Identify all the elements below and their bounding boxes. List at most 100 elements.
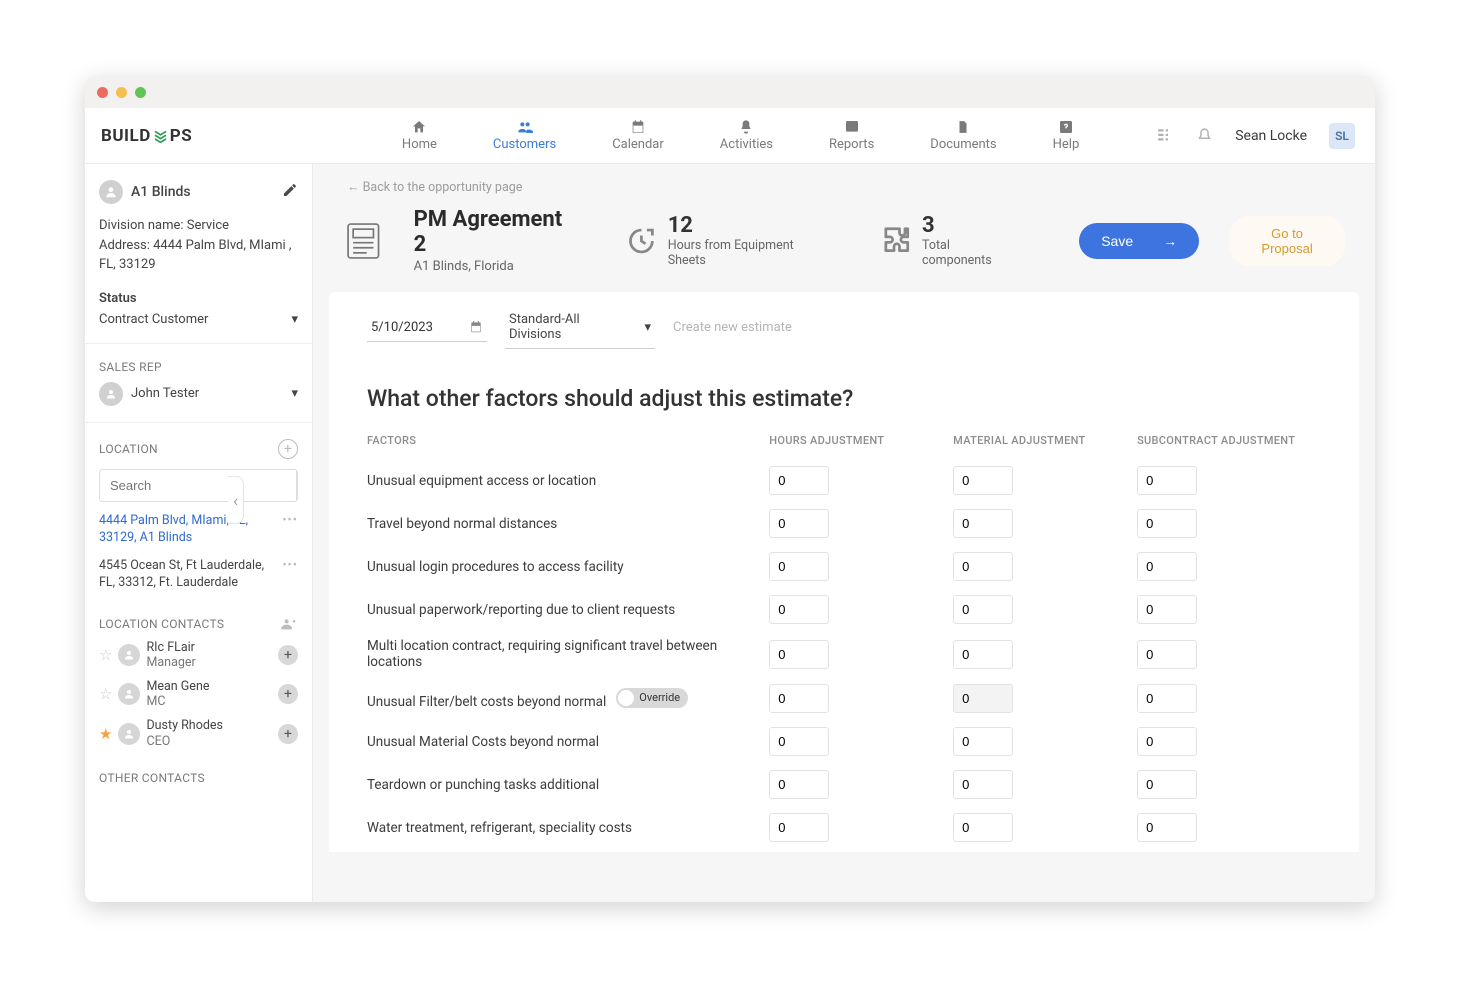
create-estimate-link[interactable]: Create new estimate — [673, 320, 792, 335]
override-toggle[interactable]: Override — [616, 688, 688, 708]
status-select[interactable]: Contract Customer ▾ — [99, 312, 298, 327]
nav-reports[interactable]: Reports — [829, 119, 874, 152]
contact-name: Dusty Rhodes — [146, 718, 272, 734]
nav-label: Help — [1053, 137, 1080, 152]
search-input[interactable] — [100, 470, 296, 501]
subcontract-input[interactable] — [1137, 552, 1197, 581]
location-label: LOCATION — [99, 442, 158, 456]
hours-input[interactable] — [769, 727, 829, 756]
nav-help[interactable]: Help — [1053, 119, 1080, 152]
material-input[interactable] — [953, 640, 1013, 669]
nav-label: Reports — [829, 137, 874, 152]
nav-activities[interactable]: Activities — [720, 119, 773, 152]
nav-label: Activities — [720, 137, 773, 152]
contact-row[interactable]: ☆ Mean GeneMC + — [99, 679, 298, 710]
more-icon[interactable]: ••• — [282, 557, 298, 592]
location-item[interactable]: 4545 Ocean St, Ft Lauderdale, FL, 33312,… — [99, 557, 298, 592]
nav-documents[interactable]: Documents — [930, 119, 996, 152]
nav-calendar[interactable]: Calendar — [612, 119, 664, 152]
subcontract-input[interactable] — [1137, 727, 1197, 756]
contact-role: Manager — [146, 655, 272, 671]
user-name[interactable]: Sean Locke — [1235, 128, 1307, 144]
contact-name: Mean Gene — [146, 679, 272, 695]
minimize-dot[interactable] — [116, 87, 127, 98]
back-link[interactable]: ← Back to the opportunity page — [313, 164, 1375, 195]
material-input[interactable] — [953, 466, 1013, 495]
material-input[interactable] — [953, 727, 1013, 756]
factor-row: Unusual equipment access or location — [367, 459, 1321, 502]
hours-input[interactable] — [769, 466, 829, 495]
star-icon[interactable]: ☆ — [99, 685, 112, 703]
more-icon[interactable]: ••• — [282, 512, 298, 547]
salesrep-select[interactable]: John Tester ▾ — [99, 382, 298, 406]
star-icon[interactable]: ☆ — [99, 646, 112, 664]
contact-role: MC — [146, 694, 272, 710]
close-dot[interactable] — [97, 87, 108, 98]
hours-input[interactable] — [769, 509, 829, 538]
hours-label: Hours from Equipment Sheets — [668, 238, 829, 268]
division-select[interactable]: Standard-All Divisions ▾ — [505, 306, 655, 349]
contact-row[interactable]: ★ Dusty RhodesCEO + — [99, 718, 298, 749]
salesrep-label: SALES REP — [99, 360, 298, 374]
subcontract-input[interactable] — [1137, 466, 1197, 495]
go-to-proposal-button[interactable]: Go to Proposal — [1229, 216, 1345, 266]
add-contact-button[interactable] — [278, 616, 298, 632]
subcontract-input[interactable] — [1137, 640, 1197, 669]
search-icon[interactable] — [296, 470, 298, 501]
material-input[interactable] — [953, 770, 1013, 799]
hours-input[interactable] — [769, 595, 829, 624]
page-subtitle: A1 Blinds, Florida — [414, 259, 575, 274]
factor-row: Multi location contract, requiring signi… — [367, 631, 1321, 677]
nav-home[interactable]: Home — [402, 119, 437, 152]
material-input[interactable] — [953, 509, 1013, 538]
contact-add-button[interactable]: + — [278, 684, 298, 704]
material-input[interactable] — [953, 595, 1013, 624]
status-value: Contract Customer — [99, 312, 208, 327]
user-avatar-icon — [99, 382, 123, 406]
contact-row[interactable]: ☆ RIc FLairManager + — [99, 640, 298, 671]
contact-add-button[interactable]: + — [278, 724, 298, 744]
zoom-dot[interactable] — [135, 87, 146, 98]
customer-name: A1 Blinds — [131, 184, 274, 200]
bell-icon[interactable] — [1196, 127, 1213, 144]
save-button[interactable]: Save→ — [1079, 223, 1199, 259]
factor-row: Unusual paperwork/reporting due to clien… — [367, 588, 1321, 631]
date-input[interactable]: 5/10/2023 — [367, 314, 487, 342]
material-input[interactable] — [953, 552, 1013, 581]
factor-label: Unusual paperwork/reporting due to clien… — [367, 602, 675, 618]
salesrep-value: John Tester — [131, 386, 199, 401]
hours-input[interactable] — [769, 770, 829, 799]
user-avatar[interactable]: SL — [1329, 123, 1355, 149]
location-search — [99, 469, 298, 502]
location-item[interactable]: 4444 Palm Blvd, MIami, FL, 33129, A1 Bli… — [99, 512, 298, 547]
subcontract-input[interactable] — [1137, 770, 1197, 799]
nav-label: Calendar — [612, 137, 664, 152]
nav-label: Documents — [930, 137, 996, 152]
contact-avatar-icon — [118, 723, 140, 745]
star-icon[interactable]: ★ — [99, 725, 112, 743]
chevron-down-icon: ▾ — [644, 320, 651, 335]
hours-input[interactable] — [769, 552, 829, 581]
status-label: Status — [99, 291, 298, 306]
hours-input[interactable] — [769, 640, 829, 669]
sidebar-collapse-button[interactable]: ‹ — [228, 476, 244, 524]
subcontract-input[interactable] — [1137, 813, 1197, 842]
app-logo: BUILD PS — [85, 126, 325, 146]
window-titlebar — [85, 76, 1375, 108]
col-hours: HOURS ADJUSTMENT — [769, 434, 953, 459]
subcontract-input[interactable] — [1137, 509, 1197, 538]
subcontract-input[interactable] — [1137, 595, 1197, 624]
material-input[interactable] — [953, 684, 1013, 713]
factor-label: Travel beyond normal distances — [367, 516, 557, 532]
subcontract-input[interactable] — [1137, 684, 1197, 713]
page-title: PM Agreement 2 — [414, 207, 575, 257]
apps-icon[interactable] — [1156, 127, 1174, 145]
nav-label: Home — [402, 137, 437, 152]
material-input[interactable] — [953, 813, 1013, 842]
hours-input[interactable] — [769, 684, 829, 713]
hours-input[interactable] — [769, 813, 829, 842]
add-location-button[interactable]: + — [278, 439, 298, 459]
edit-icon[interactable] — [282, 182, 298, 202]
nav-customers[interactable]: Customers — [493, 119, 556, 152]
contact-add-button[interactable]: + — [278, 645, 298, 665]
